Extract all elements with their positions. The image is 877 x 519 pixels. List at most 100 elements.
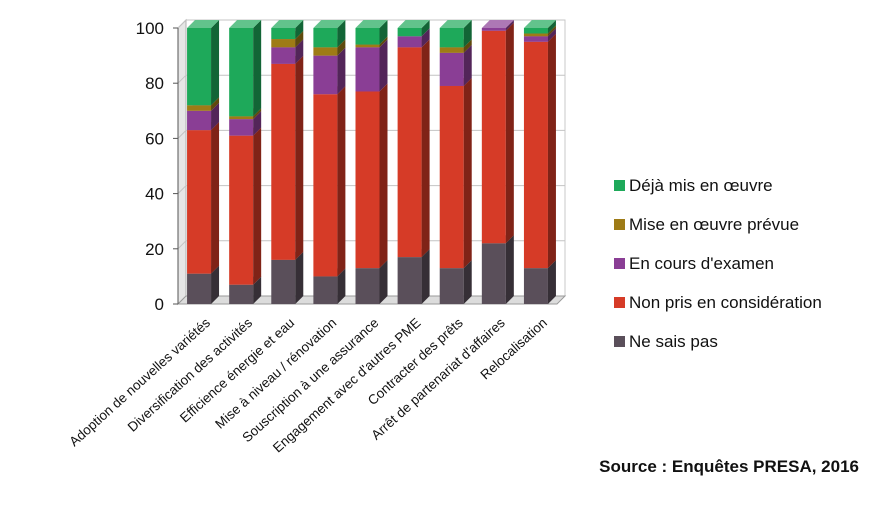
bar-segment bbox=[187, 28, 212, 106]
bar-segment bbox=[355, 91, 380, 269]
bar-segment bbox=[397, 257, 422, 304]
bar-segment bbox=[523, 28, 548, 34]
bar-segment bbox=[313, 276, 338, 304]
bar-segment-side bbox=[211, 20, 220, 106]
bar-segment-side bbox=[253, 276, 262, 304]
bar-segment-side bbox=[547, 25, 556, 37]
bar-segment bbox=[313, 94, 338, 277]
y-tick-label: 60 bbox=[145, 129, 164, 148]
bar-segment-side bbox=[379, 39, 388, 92]
bar-segment bbox=[481, 243, 506, 304]
bar-segment-side bbox=[421, 20, 430, 37]
bar-segment-side bbox=[547, 20, 556, 34]
bar-segment-top bbox=[523, 20, 556, 28]
bar-segment-side bbox=[295, 31, 304, 48]
y-tick-label: 40 bbox=[145, 185, 164, 204]
bar-segment-side bbox=[211, 265, 220, 304]
bar-segment-side bbox=[253, 108, 262, 120]
bar-segment-top bbox=[439, 20, 472, 28]
bar-segment bbox=[523, 268, 548, 304]
bar-segment bbox=[481, 30, 506, 244]
bar-segment bbox=[523, 41, 548, 269]
bar-segment-side bbox=[253, 111, 262, 136]
bar-segment-side bbox=[337, 39, 346, 56]
bar-segment-top bbox=[313, 20, 346, 28]
legend-label: Déjà mis en œuvre bbox=[629, 176, 773, 195]
bar-segment-side bbox=[295, 20, 304, 40]
bar-segment bbox=[271, 28, 296, 40]
bar-segment-side bbox=[253, 127, 262, 285]
legend-label: Ne sais pas bbox=[629, 332, 718, 351]
bar-segment bbox=[313, 47, 338, 56]
source-note: Source : Enquêtes PRESA, 2016 bbox=[599, 457, 859, 476]
bar-segment-top bbox=[481, 20, 514, 28]
bar-segment-side bbox=[463, 260, 472, 304]
bar-segment bbox=[271, 259, 296, 304]
gridline bbox=[177, 74, 565, 84]
bar-segment-side bbox=[421, 28, 430, 48]
bar-segment-side bbox=[211, 102, 220, 131]
bar-segment-side bbox=[505, 235, 514, 304]
bar-segment bbox=[355, 44, 380, 48]
bar-segment-side bbox=[463, 39, 472, 53]
bar-segment-top bbox=[355, 20, 388, 28]
bar-segment bbox=[523, 33, 548, 37]
bar-segment-side bbox=[295, 39, 304, 64]
bar-segment-top bbox=[229, 20, 262, 28]
bar-segment-side bbox=[295, 251, 304, 304]
bar-segment-side bbox=[211, 122, 220, 274]
legend-swatch bbox=[614, 180, 625, 191]
bar-segment-side bbox=[379, 20, 388, 45]
bar-segment bbox=[397, 36, 422, 48]
bar-segment-side bbox=[211, 97, 220, 111]
bar-segment-side bbox=[337, 86, 346, 277]
legend-label: Mise en œuvre prévue bbox=[629, 215, 799, 234]
bar-segment-side bbox=[379, 36, 388, 48]
bar-segment-side bbox=[337, 20, 346, 48]
bar-segment-side bbox=[505, 22, 514, 244]
bar-segment bbox=[187, 130, 212, 274]
bar-segment-side bbox=[547, 33, 556, 269]
bar-segment bbox=[313, 28, 338, 48]
bar-segment bbox=[355, 47, 380, 92]
bar-segment bbox=[187, 105, 212, 111]
plot-side-wall bbox=[177, 18, 187, 306]
y-tick-label: 20 bbox=[145, 240, 164, 259]
legend-label: En cours d'examen bbox=[629, 254, 774, 273]
bar-segment bbox=[271, 63, 296, 260]
bar-segment bbox=[187, 273, 212, 304]
y-tick-label: 80 bbox=[145, 74, 164, 93]
bar-segment bbox=[229, 119, 254, 136]
legend-swatch bbox=[614, 336, 625, 347]
bar-segment bbox=[397, 47, 422, 258]
bar-segment bbox=[229, 284, 254, 304]
bar-segment bbox=[439, 52, 464, 86]
legend-swatch bbox=[614, 297, 625, 308]
y-tick-label: 0 bbox=[155, 295, 164, 314]
gridline bbox=[177, 129, 565, 139]
legend-swatch bbox=[614, 258, 625, 269]
gridline bbox=[177, 19, 565, 29]
bar-segment bbox=[397, 28, 422, 37]
bar-segment bbox=[439, 268, 464, 304]
bar-segment-side bbox=[379, 260, 388, 304]
gridline bbox=[177, 240, 565, 250]
bar-segment bbox=[271, 39, 296, 48]
bar-segment-side bbox=[547, 28, 556, 42]
bar-segment bbox=[355, 28, 380, 45]
bar-segment bbox=[313, 55, 338, 95]
bar-segment-side bbox=[547, 260, 556, 304]
bar-segment bbox=[523, 36, 548, 42]
bar-segment-side bbox=[463, 20, 472, 48]
legend-swatch bbox=[614, 219, 625, 230]
bar-segment-side bbox=[463, 44, 472, 86]
bar-segment-top bbox=[397, 20, 430, 28]
bar-segment-side bbox=[463, 77, 472, 269]
bar-segment bbox=[229, 28, 254, 117]
bar-segment bbox=[271, 47, 296, 64]
bar-segment bbox=[229, 135, 254, 285]
bar-segment-side bbox=[379, 83, 388, 269]
bar-segment-side bbox=[295, 55, 304, 260]
bar-segment bbox=[187, 110, 212, 131]
